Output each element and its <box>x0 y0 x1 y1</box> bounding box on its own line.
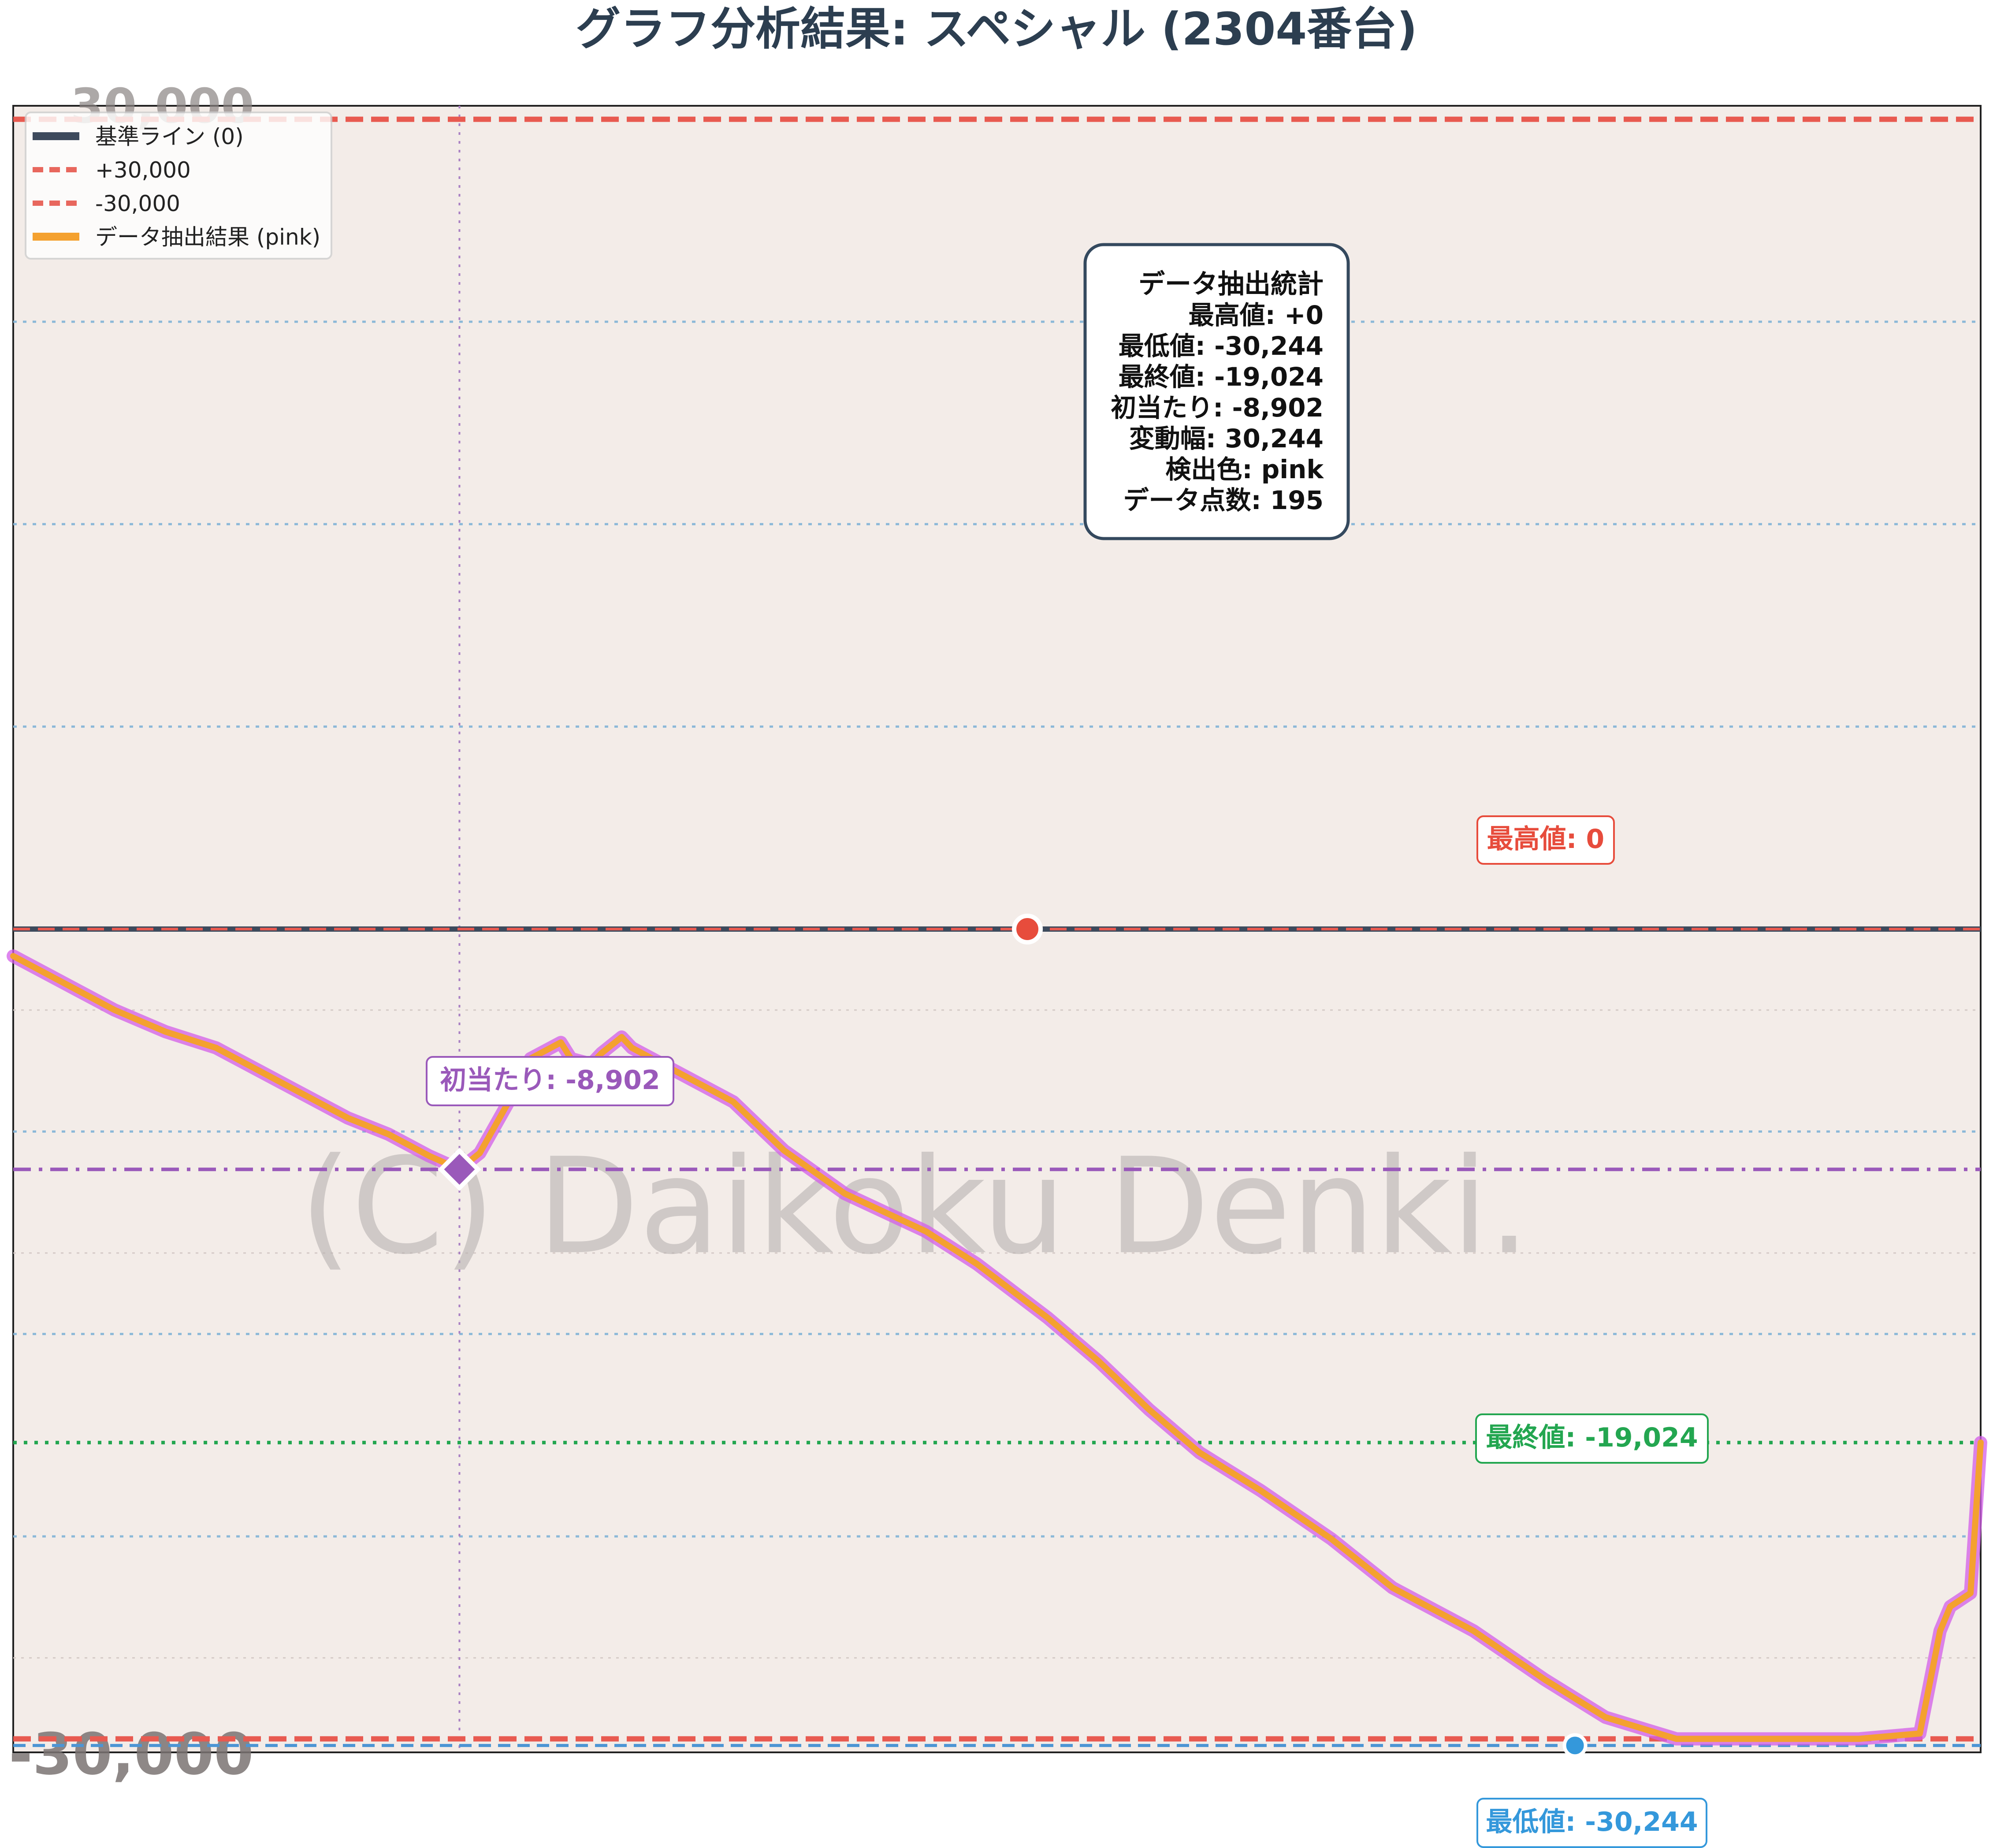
legend-label-2: -30,000 <box>95 191 180 216</box>
stats-line-3: 初当たり: -8,902 <box>1111 393 1324 423</box>
stats-line-5: 検出色: pink <box>1165 454 1324 484</box>
stats-line-1: 最低値: -30,244 <box>1119 331 1324 361</box>
stats-line-4: 変動幅: 30,244 <box>1129 424 1324 454</box>
min-label-box <box>1476 1798 1707 1848</box>
min-label: 最低値: -30,244 <box>1486 1807 1698 1837</box>
legend-label-1: +30,000 <box>95 157 191 183</box>
series-line <box>10 953 1984 1742</box>
bottom-tick-fragment: -30,000 <box>9 1721 254 1788</box>
first-hit-label-box <box>426 1056 674 1106</box>
stats-line-2: 最終値: -19,024 <box>1119 362 1324 392</box>
final-label: 最終値: -19,024 <box>1486 1422 1698 1453</box>
stats-title: データ抽出統計 <box>1138 269 1324 300</box>
max-marker <box>1012 914 1043 944</box>
max-label: 最高値: 0 <box>1487 824 1605 855</box>
legend-label-0: 基準ライン (0) <box>95 124 244 149</box>
first-hit-marker <box>438 1148 481 1191</box>
stats-box <box>1083 243 1350 540</box>
legend-label-3: データ抽出結果 (pink) <box>95 224 320 250</box>
watermark-text: (C) Daikoku Denki. <box>300 1130 1530 1283</box>
chart-title: グラフ分析結果: スペシャル (2304番台) <box>576 3 1417 56</box>
first-hit-label: 初当たり: -8,902 <box>440 1065 660 1096</box>
stats-line-0: 最高値: +0 <box>1189 300 1324 330</box>
final-label-box <box>1475 1413 1709 1464</box>
legend-box <box>25 112 332 260</box>
min-marker <box>1562 1733 1588 1758</box>
stats-line-6: データ点数: 195 <box>1123 485 1324 515</box>
max-label-box <box>1476 815 1615 865</box>
